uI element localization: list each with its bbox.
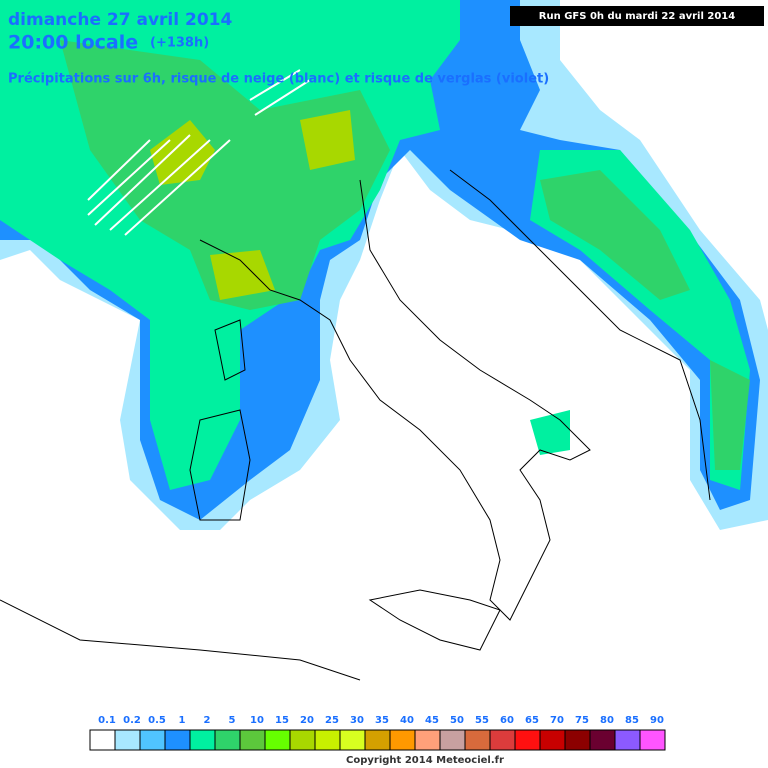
legend-label: 65 bbox=[525, 715, 539, 726]
legend-label: 50 bbox=[450, 715, 464, 726]
legend-swatch bbox=[564, 729, 591, 751]
subtitle: Précipitations sur 6h, risque de neige (… bbox=[8, 72, 549, 87]
legend-label: 30 bbox=[350, 715, 364, 726]
corsica bbox=[214, 319, 246, 381]
lead-time: (+138h) bbox=[150, 36, 209, 51]
time: 20:00 locale bbox=[8, 32, 138, 54]
field-high bbox=[150, 110, 355, 300]
legend-label: 75 bbox=[575, 715, 589, 726]
legend-swatch bbox=[639, 729, 666, 751]
legend-swatch bbox=[189, 729, 216, 751]
coastlines bbox=[0, 169, 711, 681]
legend-swatch bbox=[164, 729, 191, 751]
copyright: Copyright 2014 Meteociel.fr bbox=[346, 755, 504, 766]
run-info: Run GFS 0h du mardi 22 avril 2014 bbox=[539, 11, 735, 22]
legend-label: 10 bbox=[250, 715, 264, 726]
legend-label: 40 bbox=[400, 715, 414, 726]
legend-label: 90 bbox=[650, 715, 664, 726]
legend-swatch bbox=[289, 729, 316, 751]
legend-label: 5 bbox=[229, 715, 236, 726]
africa-coast bbox=[0, 599, 361, 681]
legend-swatch bbox=[589, 729, 616, 751]
legend-swatch bbox=[214, 729, 241, 751]
legend-label: 35 bbox=[375, 715, 389, 726]
legend-label: 55 bbox=[475, 715, 489, 726]
legend-swatch bbox=[539, 729, 566, 751]
legend-swatch bbox=[364, 729, 391, 751]
sicily bbox=[368, 589, 501, 651]
italy-coast bbox=[199, 179, 591, 621]
sardinia bbox=[189, 409, 251, 521]
legend-swatch bbox=[464, 729, 491, 751]
legend-swatch bbox=[114, 729, 141, 751]
snow-hatch bbox=[87, 69, 311, 236]
legend-label: 85 bbox=[625, 715, 639, 726]
legend-swatch bbox=[514, 729, 541, 751]
legend-label: 0.2 bbox=[123, 715, 141, 726]
legend-label: 20 bbox=[300, 715, 314, 726]
legend-label: 80 bbox=[600, 715, 614, 726]
legend-swatch bbox=[489, 729, 516, 751]
legend-swatch bbox=[264, 729, 291, 751]
legend-label: 1 bbox=[179, 715, 186, 726]
legend-label: 25 bbox=[325, 715, 339, 726]
legend-swatch bbox=[239, 729, 266, 751]
legend-label: 45 bbox=[425, 715, 439, 726]
legend-swatch bbox=[389, 729, 416, 751]
date: dimanche 27 avril 2014 bbox=[8, 10, 232, 30]
precipitation-field bbox=[0, 0, 768, 530]
legend-label: 2 bbox=[204, 715, 211, 726]
legend-label: 70 bbox=[550, 715, 564, 726]
legend-label: 0.5 bbox=[148, 715, 166, 726]
legend-label: 0.1 bbox=[98, 715, 116, 726]
legend-swatch bbox=[339, 729, 366, 751]
legend-swatch bbox=[414, 729, 441, 751]
legend-swatch bbox=[314, 729, 341, 751]
legend-swatch bbox=[439, 729, 466, 751]
field-mid bbox=[60, 40, 750, 470]
legend-swatch bbox=[139, 729, 166, 751]
legend-swatch bbox=[614, 729, 641, 751]
legend: 0.1 0.2 0.5 1 2 5 10 15 20 25 30 35 40 45 50 55 60 65 70 75… bbox=[89, 715, 666, 751]
legend-label: 15 bbox=[275, 715, 289, 726]
legend-label: 60 bbox=[500, 715, 514, 726]
legend-swatch bbox=[89, 729, 116, 751]
adriatic-east bbox=[449, 169, 711, 501]
run-box bbox=[510, 6, 764, 26]
